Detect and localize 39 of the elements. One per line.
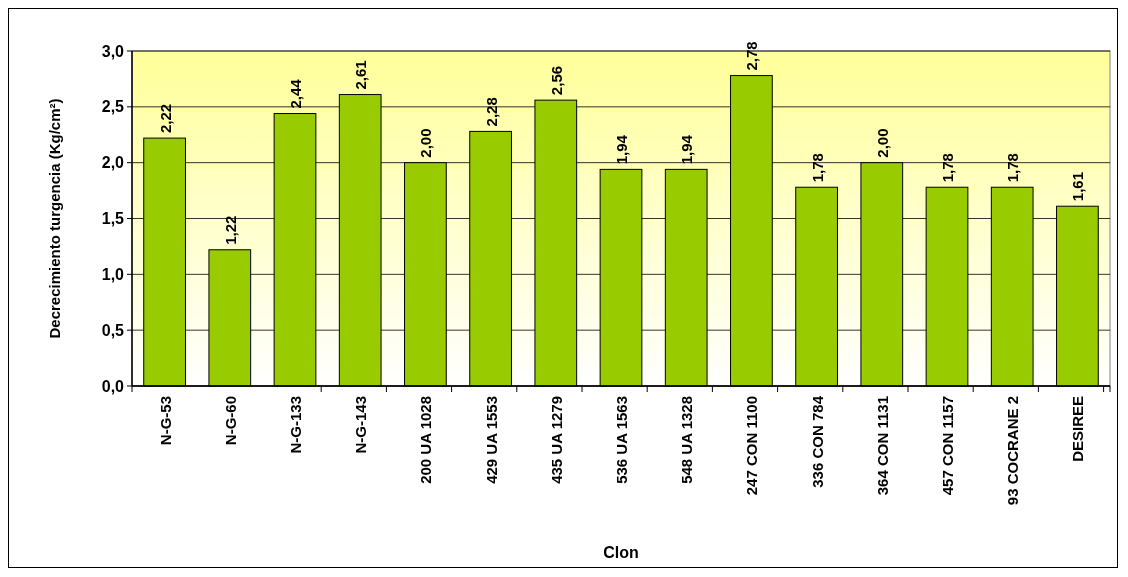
x-tick-label: N-G-60 xyxy=(221,396,239,446)
y-tick-label: 1,5 xyxy=(101,210,125,228)
data-label: 1,61 xyxy=(1069,172,1087,202)
x-axis-title: Clon xyxy=(603,544,639,561)
data-label: 2,44 xyxy=(287,78,304,109)
x-tick-label: 93 COCRANE 2 xyxy=(1004,396,1022,506)
x-tick-label: DESIREE xyxy=(1069,396,1087,462)
x-tick-label: 364 CON 1131 xyxy=(873,396,891,496)
x-tick-label: 457 CON 1157 xyxy=(939,396,956,496)
data-label: 1,78 xyxy=(808,153,826,183)
data-label: 2,22 xyxy=(156,103,174,134)
y-tick-label: 1,0 xyxy=(101,265,125,283)
x-tick-label: N-G-133 xyxy=(287,396,304,454)
data-label: 2,28 xyxy=(482,97,500,127)
y-tick-label: 0,0 xyxy=(101,377,125,395)
data-label: 2,61 xyxy=(352,60,370,90)
data-label: 2,00 xyxy=(417,128,435,158)
data-label: 1,94 xyxy=(613,134,630,165)
x-tick-label: 247 CON 1100 xyxy=(743,396,761,496)
data-label: 1,94 xyxy=(678,134,696,165)
y-tick-label: 2,5 xyxy=(101,98,125,116)
y-axis-title: Decrecimiento turgencia (Kg/cm²) xyxy=(46,98,63,339)
data-label: 2,00 xyxy=(873,128,891,158)
x-tick-label: 200 UA 1028 xyxy=(417,396,435,484)
data-label: 1,78 xyxy=(939,153,956,183)
x-tick-label: 336 CON 784 xyxy=(808,395,826,488)
x-tick-label: 548 UA 1328 xyxy=(678,396,696,484)
y-tick-label: 3,0 xyxy=(101,42,125,60)
data-label: 2,78 xyxy=(743,41,761,71)
data-label: 1,78 xyxy=(1004,153,1022,183)
data-label: 2,56 xyxy=(547,65,565,96)
x-tick-label: 435 UA 1279 xyxy=(547,396,565,484)
x-tick-label: 536 UA 1563 xyxy=(613,396,630,484)
y-tick-label: 2,0 xyxy=(101,154,125,172)
y-tick-label: 0,5 xyxy=(101,321,125,339)
x-tick-label: N-G-143 xyxy=(352,396,370,454)
data-label: 1,22 xyxy=(221,215,239,245)
x-tick-label: N-G-53 xyxy=(156,396,174,446)
x-tick-label: 429 UA 1553 xyxy=(482,396,500,484)
